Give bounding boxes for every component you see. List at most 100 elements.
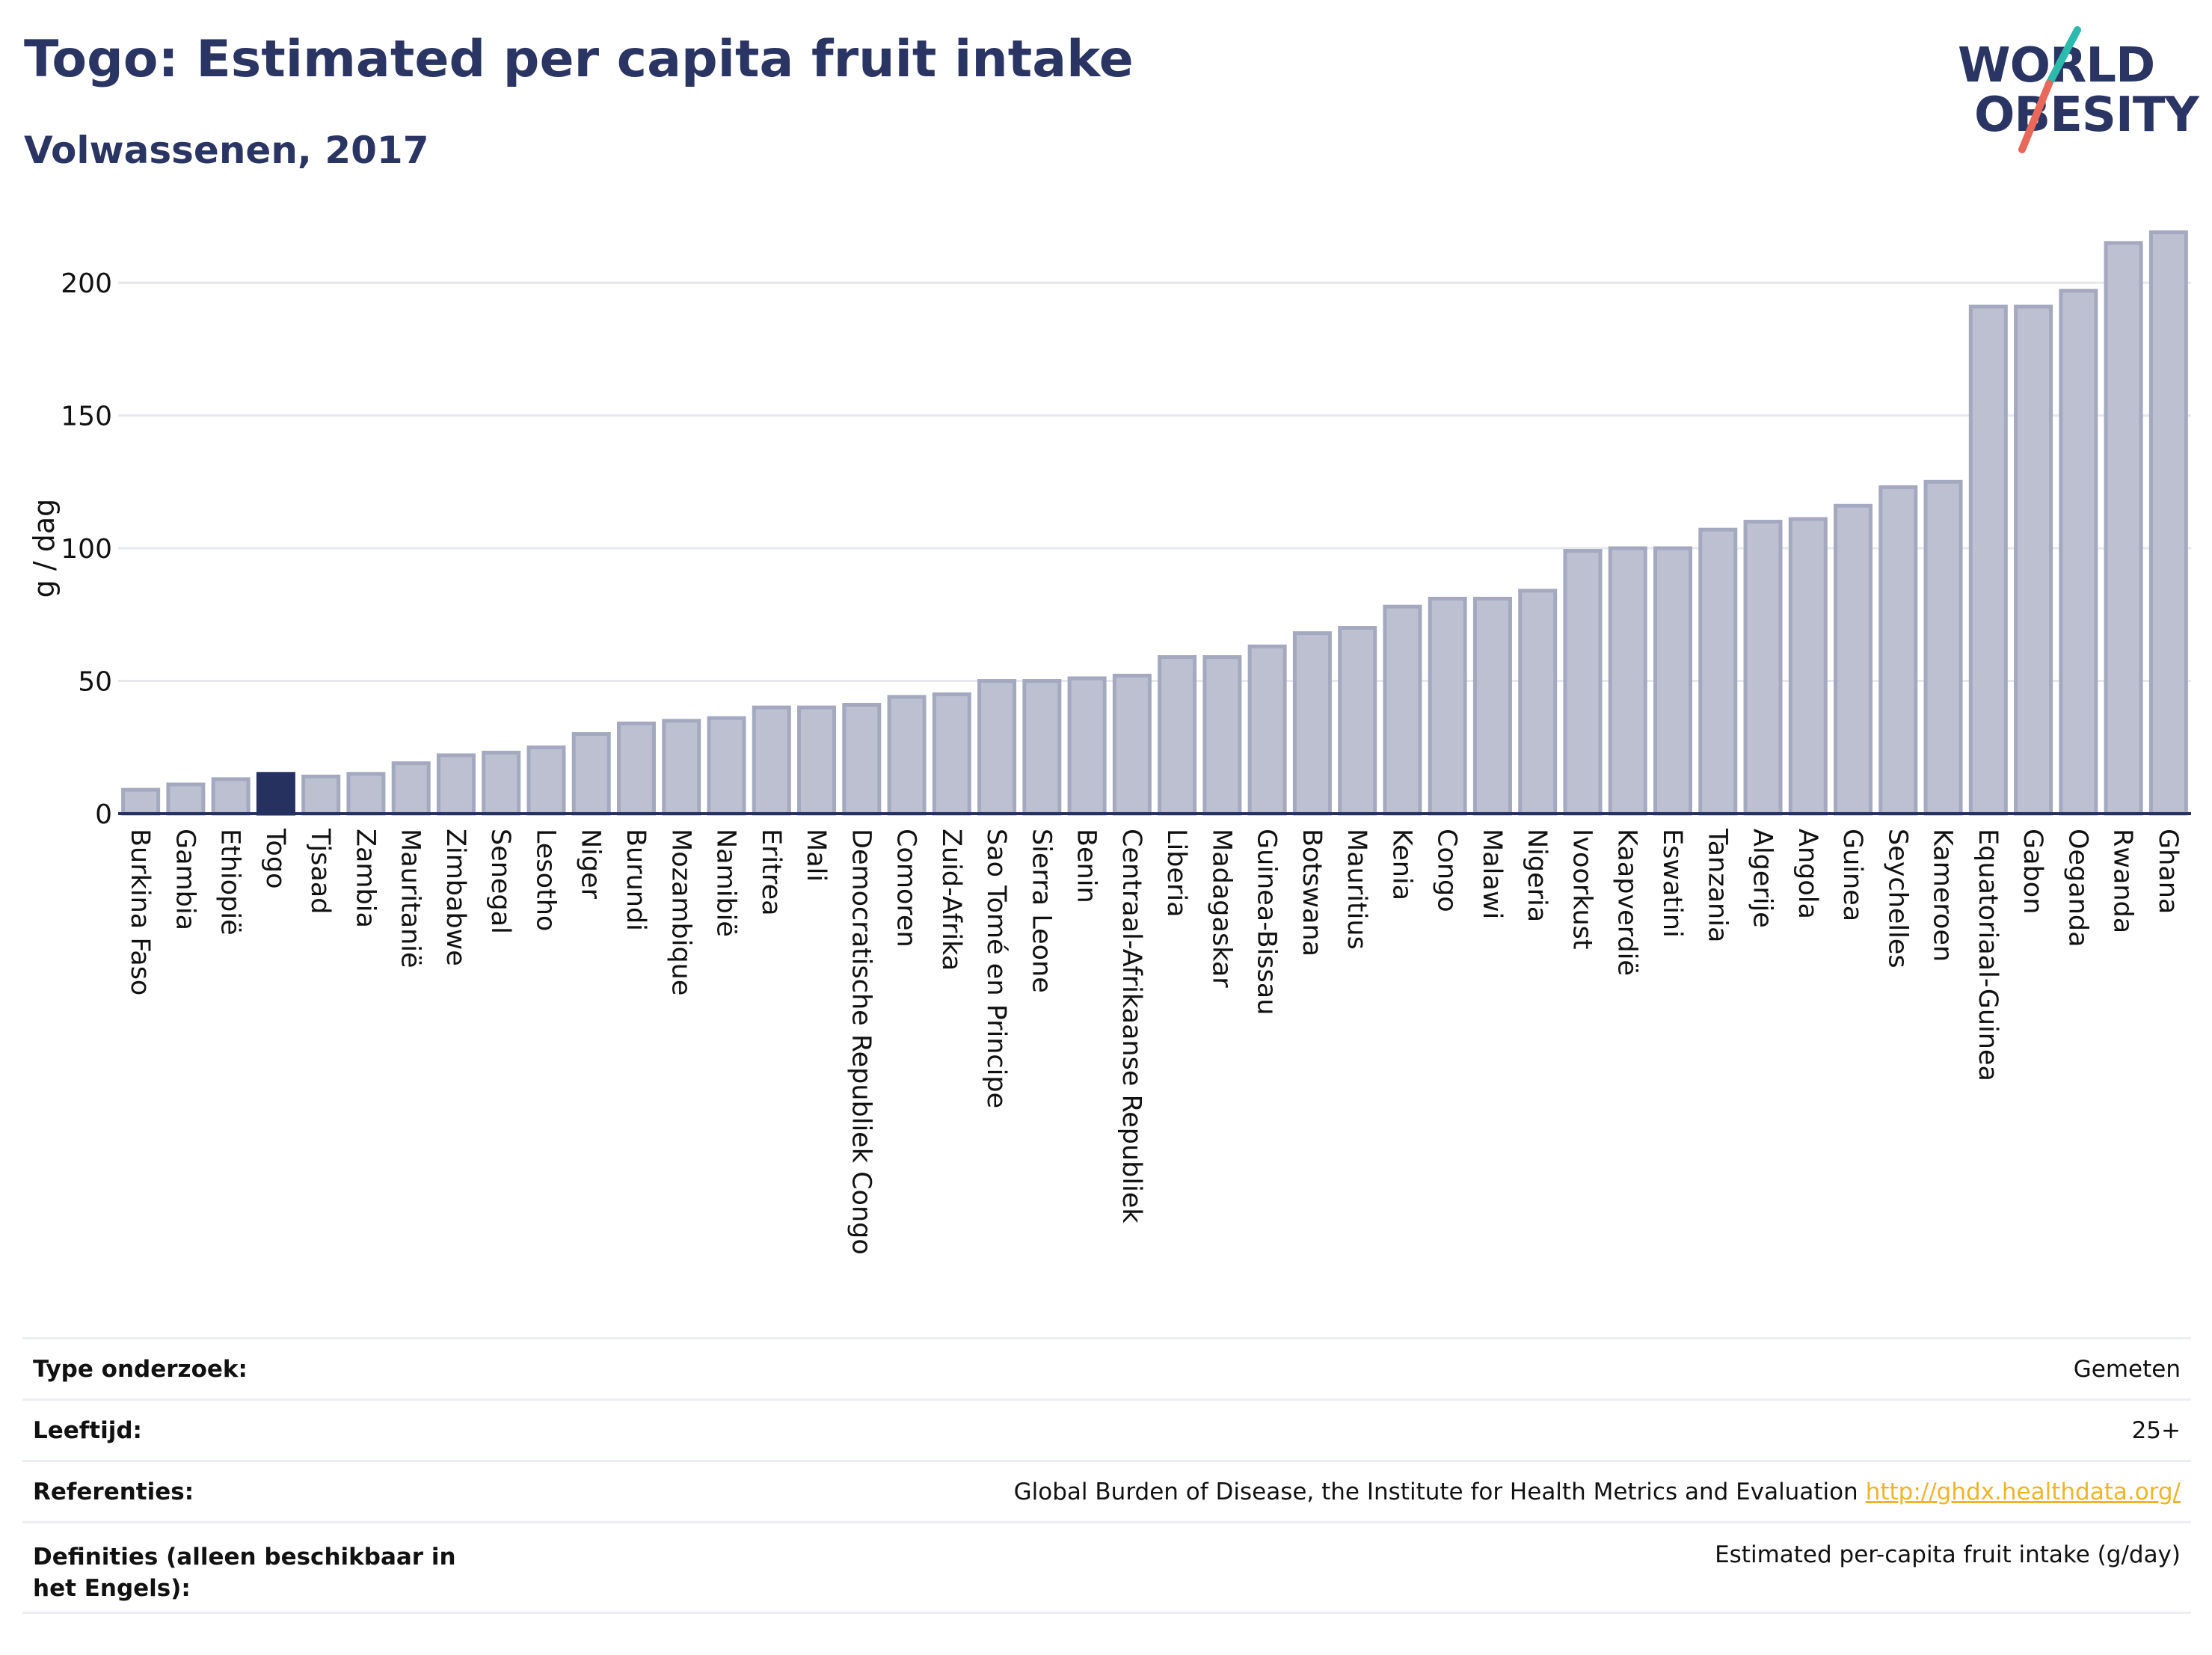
- info-row-definitions: Definities (alleen beschikbaar in het En…: [22, 1521, 2191, 1614]
- x-tick-label: Ghana: [2153, 829, 2183, 914]
- bar: [977, 679, 1017, 816]
- x-tick-label: Rwanda: [2108, 829, 2138, 933]
- info-value: 25+: [2131, 1416, 2181, 1444]
- info-label: Leeftijd:: [33, 1416, 142, 1444]
- bar: [2014, 304, 2053, 816]
- page-title: Togo: Estimated per capita fruit intake: [24, 30, 1134, 89]
- x-tick-label: Mali: [801, 829, 831, 882]
- bar: [1292, 631, 1332, 816]
- bar: [842, 702, 882, 816]
- bar: [1202, 655, 1242, 816]
- x-tick-label: Liberia: [1161, 829, 1191, 918]
- bar: [346, 772, 386, 816]
- bar: [616, 721, 657, 816]
- bars: [121, 230, 2188, 816]
- bar: [121, 787, 161, 816]
- info-row-age: Leeftijd: 25+: [22, 1398, 2191, 1460]
- logo-slash-icon: [2018, 26, 2081, 153]
- bar: [1472, 596, 1512, 816]
- x-tick-label: Mozambique: [666, 829, 695, 995]
- bar: [1563, 549, 1603, 816]
- bar-chart: 0 50 100 150 200 g / dag Burkina Faso Gambia Eth…: [28, 230, 2191, 1255]
- x-tick-label: Algerije: [1748, 829, 1778, 928]
- reference-link[interactable]: http://ghdx.healthdata.org/: [1865, 1478, 2181, 1505]
- y-axis-label: g / dag: [28, 499, 61, 598]
- info-table: Type onderzoek: Gemeten Leeftijd: 25+ Re…: [22, 1337, 2191, 1614]
- bar: [482, 750, 521, 816]
- x-tick-label: Guinea-Bissau: [1252, 829, 1282, 1015]
- x-tick-label: Burkina Faso: [125, 829, 155, 995]
- info-label: Type onderzoek:: [33, 1355, 248, 1383]
- x-tick-label: Zuid-Afrika: [936, 829, 966, 971]
- x-tick-label: Angola: [1792, 829, 1822, 919]
- bar: [1518, 589, 1558, 816]
- bar: [526, 745, 566, 816]
- x-tick-label: Tjsaad: [305, 828, 335, 914]
- x-tick-label: Democratische Republiek Congo: [846, 829, 876, 1255]
- world-obesity-logo[interactable]: WORLD OBESITY: [1944, 22, 2199, 157]
- tick-labels: 0 50 100 150 200 g / dag Burkina Faso Gambia Eth…: [28, 268, 2183, 1255]
- bar: [1968, 304, 2008, 816]
- bar: [2104, 241, 2143, 816]
- x-tick-label: Mauritius: [1342, 829, 1371, 950]
- bar: [1878, 485, 1918, 816]
- x-tick-label: Mauritanië: [396, 829, 425, 968]
- bar: [1247, 644, 1287, 816]
- bar: [1788, 517, 1828, 816]
- bar: [1834, 503, 1873, 816]
- bar: [1383, 604, 1422, 816]
- x-tick-label: Zimbabwe: [440, 829, 470, 966]
- bar: [2148, 230, 2188, 816]
- bar: [256, 772, 295, 816]
- bar: [1698, 527, 1738, 816]
- bar: [436, 753, 476, 816]
- x-tick-label: Eritrea: [756, 829, 786, 916]
- y-tick-label: 200: [61, 268, 112, 299]
- bar: [797, 705, 837, 816]
- bar: [1608, 546, 1647, 816]
- x-tick-label: Sierra Leone: [1026, 829, 1056, 993]
- bar: [571, 732, 611, 816]
- x-tick-label: Kaapverdië: [1612, 829, 1642, 976]
- info-row-references: Referenties: Global Burden of Disease, t…: [22, 1460, 2191, 1521]
- x-tick-label: Seychelles: [1882, 829, 1912, 968]
- bar: [1338, 626, 1377, 816]
- x-tick-label: Sao Tomé en Principe: [981, 829, 1011, 1108]
- bar: [2059, 289, 2098, 816]
- info-value: Gemeten: [2073, 1355, 2181, 1383]
- y-tick-label: 50: [78, 667, 112, 698]
- page-subtitle: Volwassenen, 2017: [24, 129, 429, 172]
- x-tick-label: Zambia: [350, 829, 380, 928]
- bar: [1158, 655, 1197, 816]
- x-tick-label: Guinea: [1837, 829, 1867, 921]
- info-value: Global Burden of Disease, the Institute …: [1014, 1479, 2181, 1505]
- info-label: Referenties:: [33, 1478, 194, 1505]
- x-tick-label: Togo: [260, 828, 290, 888]
- x-tick-label: Centraal-Afrikaanse Republiek: [1116, 829, 1146, 1223]
- bar: [301, 774, 341, 816]
- x-tick-label: Malawi: [1477, 829, 1507, 919]
- x-tick-label: Equatoriaal-Guinea: [1973, 829, 2003, 1081]
- bar: [752, 705, 791, 816]
- bar: [1653, 546, 1693, 816]
- x-tick-label: Ethiopië: [215, 829, 245, 936]
- info-value: Estimated per-capita fruit intake (g/day…: [1715, 1541, 2181, 1568]
- x-tick-label: Benin: [1072, 829, 1102, 903]
- x-tick-label: Gambia: [170, 829, 200, 930]
- x-tick-label: Gabon: [2018, 829, 2047, 914]
- bar: [1112, 673, 1152, 816]
- bar: [1743, 520, 1783, 816]
- x-tick-label: Kameroen: [1928, 829, 1958, 962]
- x-tick-label: Tanzania: [1702, 828, 1732, 942]
- info-row-type: Type onderzoek: Gemeten: [22, 1337, 2191, 1398]
- x-tick-label: Oeganda: [2062, 829, 2092, 948]
- x-tick-label: Kenia: [1386, 829, 1416, 900]
- x-tick-label: Eswatini: [1657, 829, 1687, 938]
- x-tick-label: Burundi: [621, 829, 651, 931]
- logo-text-line2: OBESITY: [1974, 87, 2199, 143]
- bar: [887, 695, 927, 816]
- y-tick-label: 100: [61, 534, 112, 565]
- x-tick-label: Ivoorkust: [1567, 829, 1597, 950]
- bar: [211, 777, 251, 816]
- x-tick-label: Namibië: [711, 829, 741, 937]
